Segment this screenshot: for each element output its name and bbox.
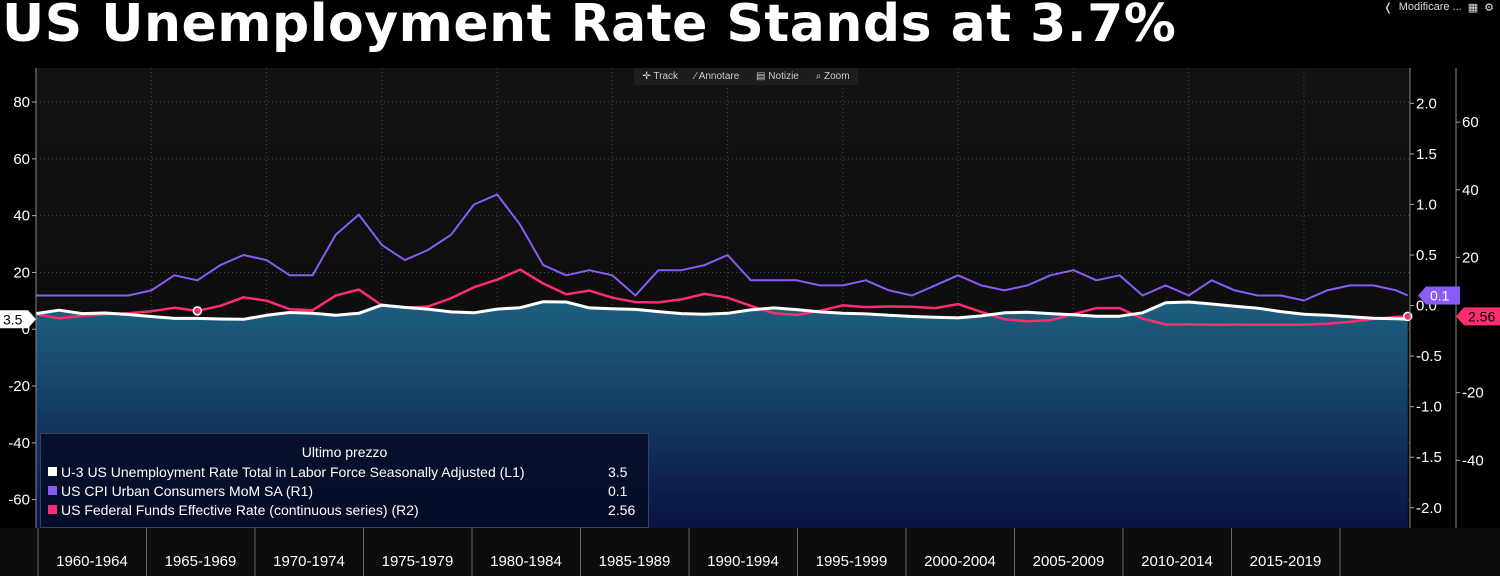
- news-button[interactable]: ▤ Notizie: [756, 71, 799, 82]
- x-axis-tick-label: 1985-1989: [599, 553, 671, 570]
- legend-label: U-3 US Unemployment Rate Total in Labor …: [61, 463, 525, 480]
- legend-row-unemployment[interactable]: U-3 US Unemployment Rate Total in Labor …: [48, 462, 648, 481]
- left-axis-tick-label: 20: [13, 264, 30, 281]
- legend-label: US CPI Urban Consumers MoM SA (R1): [61, 482, 314, 499]
- x-axis-tick-label: 1970-1974: [273, 553, 345, 570]
- left-axis-tick-label: -60: [8, 492, 30, 509]
- legend-header: Ultimo prezzo: [301, 444, 388, 460]
- last-value-tag-label: 3.5: [3, 311, 23, 327]
- r1-axis-tick-label: 1.0: [1416, 196, 1437, 213]
- search-icon: ⌕: [815, 71, 822, 82]
- r2-axis-tick-label: 60: [1462, 114, 1479, 131]
- x-axis-tick-label: 1995-1999: [816, 553, 888, 570]
- left-axis-tick-label: 0: [22, 321, 30, 338]
- legend-swatch: [48, 467, 57, 476]
- chart-title: US Unemployment Rate Stands at 3.7%: [2, 0, 1177, 54]
- left-axis-tick-label: -20: [8, 378, 30, 395]
- legend-swatch: [48, 505, 57, 514]
- left-axis-tick-label: -40: [8, 435, 30, 452]
- edit-menu-button[interactable]: Modificare ...: [1398, 1, 1462, 13]
- r1-axis-tick-label: -1.0: [1416, 399, 1442, 416]
- x-axis-tick-label: 1975-1979: [382, 553, 454, 570]
- last-value-tag-r2: [1456, 307, 1500, 326]
- x-axis-tick-label: 2015-2019: [1250, 553, 1322, 570]
- x-axis-band: [0, 528, 1500, 576]
- x-axis-tick-label: 1980-1984: [490, 553, 562, 570]
- last-value-tag-l1: [0, 310, 36, 329]
- legend-value: 2.56: [608, 501, 636, 518]
- x-axis-tick-label: 1990-1994: [707, 553, 779, 570]
- left-axis-tick-label: 40: [13, 208, 30, 225]
- last-value-tag-r1: [1418, 286, 1460, 305]
- r2-axis-tick-label: -20: [1462, 385, 1484, 402]
- legend-swatch: [48, 486, 57, 495]
- legend-label: US Federal Funds Effective Rate (continu…: [61, 501, 419, 518]
- left-axis-tick-label: 60: [13, 151, 30, 168]
- zoom-button[interactable]: ⌕ Zoom: [815, 71, 850, 82]
- r2-axis-tick-label: -40: [1462, 452, 1484, 469]
- last-value-tag-label: 0.1: [1430, 287, 1450, 303]
- chart-toolbar: ✛ Track ∕ Annotare ▤ Notizie ⌕ Zoom: [634, 68, 858, 85]
- r1-axis-tick-label: 1.5: [1416, 146, 1437, 163]
- x-axis-tick-label: 2000-2004: [924, 553, 996, 570]
- r1-axis-tick-label: -0.5: [1416, 348, 1442, 365]
- left-axis-tick-label: 80: [13, 94, 30, 111]
- r1-axis-tick-label: 2.0: [1416, 95, 1437, 112]
- crosshair-icon: ✛: [642, 71, 651, 82]
- x-axis-tick-label: 1960-1964: [56, 553, 128, 570]
- x-axis-tick-label: 1965-1969: [165, 553, 237, 570]
- fed-funds-series-line: [35, 268, 1408, 327]
- x-axis-tick-label: 2010-2014: [1141, 553, 1213, 570]
- chevron-left-icon[interactable]: ❬: [1383, 1, 1393, 14]
- annotate-button[interactable]: ∕ Annotare: [694, 71, 740, 82]
- top-controls: ❬ Modificare ... ▦ ⚙: [1384, 0, 1494, 14]
- r1-axis-tick-label: -1.5: [1416, 449, 1442, 466]
- gear-icon[interactable]: ⚙: [1484, 1, 1494, 14]
- last-value-tag-label: 2.56: [1468, 308, 1495, 324]
- legend-value: 3.5: [608, 463, 628, 480]
- legend-row-cpi[interactable]: US CPI Urban Consumers MoM SA (R1) 0.1: [48, 481, 648, 500]
- pencil-icon: ∕: [694, 71, 697, 82]
- fed-funds-marker: [192, 306, 203, 316]
- news-icon: ▤: [756, 71, 766, 82]
- chart-icon[interactable]: ▦: [1467, 1, 1479, 14]
- r1-axis-tick-label: -2.0: [1416, 500, 1442, 517]
- legend-row-fed-funds[interactable]: US Federal Funds Effective Rate (continu…: [48, 500, 648, 519]
- r2-axis-tick-label: 20: [1462, 249, 1479, 266]
- track-button[interactable]: ✛ Track: [642, 71, 679, 82]
- legend-value: 0.1: [608, 482, 628, 499]
- r1-axis-tick-label: 0.5: [1416, 247, 1437, 264]
- r2-axis-tick-label: 40: [1462, 182, 1479, 199]
- unemployment-series-line: [35, 300, 1408, 321]
- legend-panel: Ultimo prezzo U-3 US Unemployment Rate T…: [40, 433, 649, 528]
- cpi-series-line: [36, 193, 1409, 302]
- x-axis-tick-label: 2005-2009: [1033, 553, 1105, 570]
